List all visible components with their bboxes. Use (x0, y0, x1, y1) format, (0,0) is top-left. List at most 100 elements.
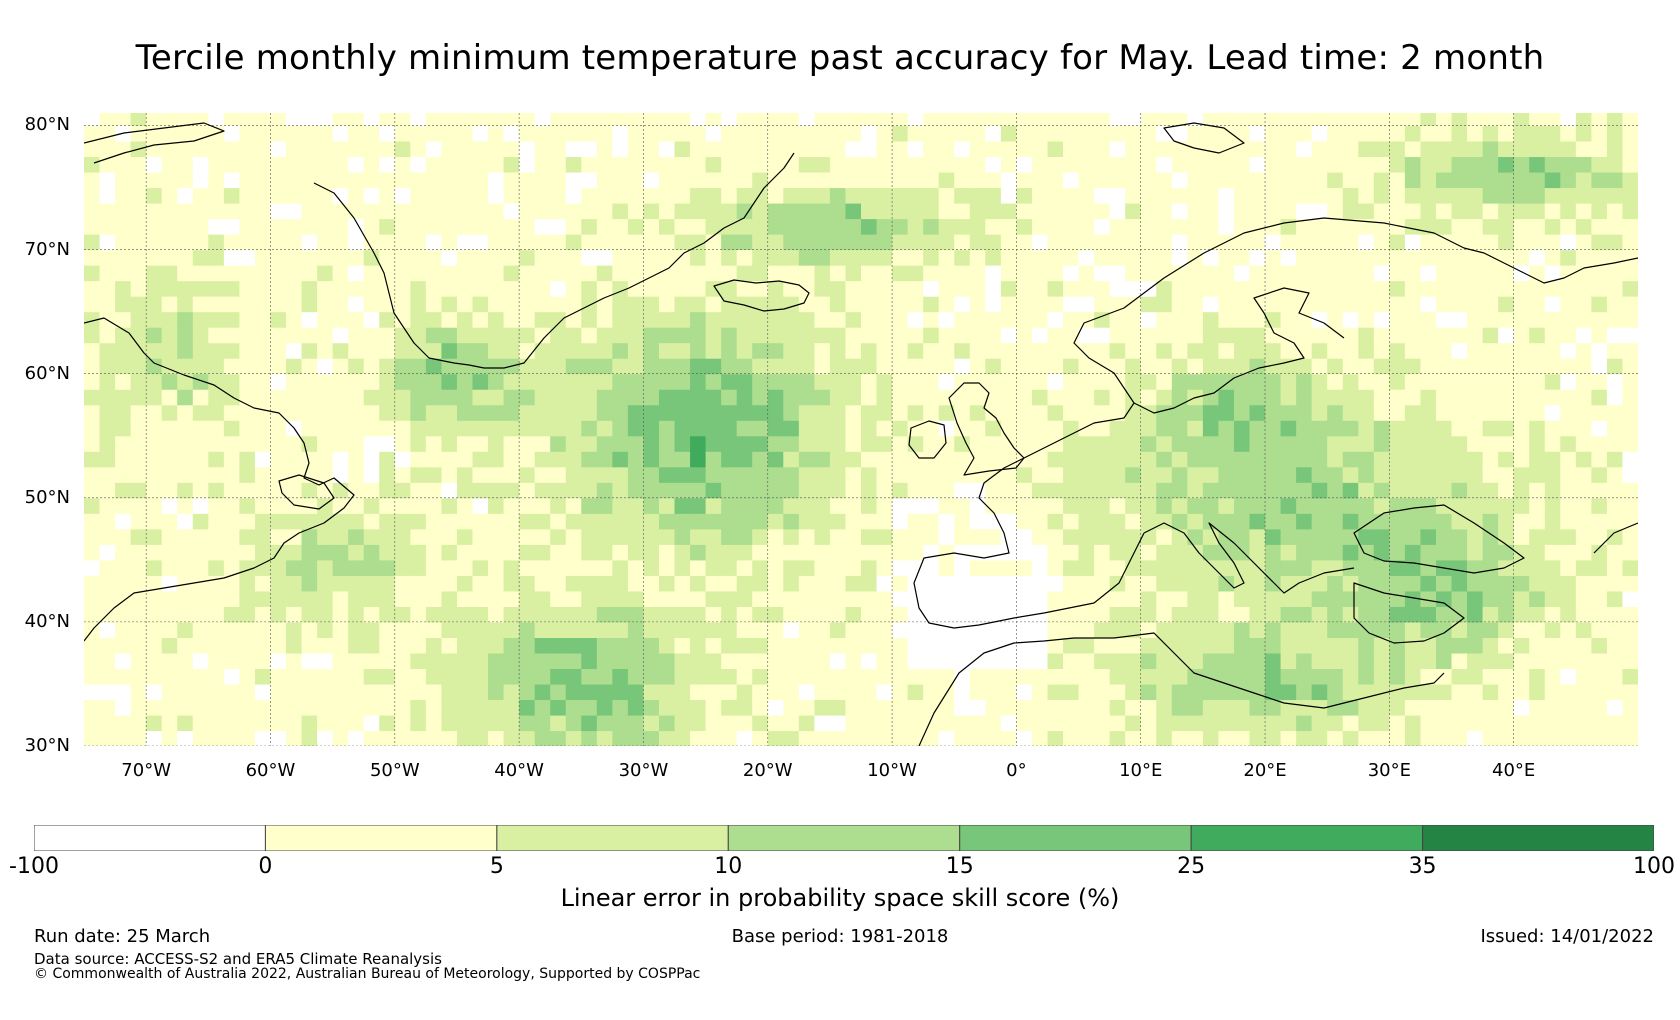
grid-cell (829, 311, 847, 328)
grid-cell (612, 590, 629, 607)
grid-cell (1078, 420, 1095, 437)
grid-cell (332, 683, 349, 701)
grid-cell (425, 404, 443, 421)
grid-cell (177, 497, 194, 514)
grid-cell (317, 652, 334, 670)
grid-cell (627, 637, 645, 654)
grid-cell (115, 575, 132, 592)
grid-cell (1249, 544, 1266, 561)
grid-cell (1000, 637, 1017, 654)
grid-cell (317, 528, 334, 545)
grid-cell (798, 156, 815, 173)
grid-cell (146, 575, 163, 592)
grid-cell (690, 482, 707, 499)
grid-cell (425, 327, 443, 344)
grid-cell (208, 202, 225, 220)
grid-cell (674, 652, 691, 670)
grid-cell (767, 466, 784, 483)
grid-cell (783, 559, 800, 576)
grid-cell (550, 311, 567, 328)
grid-cell (1140, 113, 1157, 127)
grid-cell (239, 265, 256, 282)
grid-cell (1047, 621, 1064, 638)
colorbar-tick-label: 0 (258, 854, 273, 879)
grid-cell (736, 544, 753, 561)
grid-cell (923, 202, 940, 220)
grid-cell (861, 404, 878, 421)
grid-cell (1404, 234, 1422, 251)
grid-cell (923, 420, 940, 437)
grid-cell (456, 171, 474, 189)
grid-cell (254, 420, 272, 437)
grid-cell (1622, 265, 1638, 282)
grid-cell (1280, 637, 1297, 654)
grid-cell (1156, 234, 1173, 251)
grid-cell (969, 389, 986, 406)
grid-cell (1467, 187, 1484, 204)
grid-cell (519, 187, 536, 204)
grid-cell (1218, 265, 1235, 282)
grid-cell (721, 420, 738, 437)
grid-cell (161, 606, 178, 623)
grid-cell (254, 113, 272, 127)
grid-cell (658, 637, 676, 654)
grid-cell (1047, 590, 1064, 607)
grid-cell (286, 668, 303, 685)
grid-cell (425, 575, 443, 592)
grid-cell (1404, 249, 1422, 266)
grid-cell (99, 621, 116, 638)
grid-cell (1296, 187, 1313, 204)
grid-cell (627, 113, 645, 127)
grid-cell (954, 683, 971, 701)
grid-cell (1063, 497, 1080, 514)
grid-cell (1171, 389, 1188, 406)
grid-cell (1016, 280, 1033, 297)
grid-cell (1560, 435, 1577, 452)
grid-cell (1296, 140, 1313, 158)
grid-cell (565, 249, 582, 266)
grid-cell (1435, 420, 1453, 437)
grid-cell (1435, 652, 1453, 670)
grid-cell (1575, 249, 1592, 266)
grid-cell (1498, 420, 1515, 437)
grid-cell (1373, 171, 1390, 189)
grid-cell (161, 513, 178, 530)
grid-cell (907, 668, 924, 685)
grid-cell (410, 668, 427, 685)
grid-cell (84, 280, 101, 297)
grid-cell (658, 606, 676, 623)
grid-cell (1482, 311, 1499, 328)
grid-cell (348, 637, 365, 654)
grid-cell (534, 513, 551, 530)
grid-cell (721, 699, 738, 716)
grid-cell (394, 528, 411, 545)
grid-cell (1311, 637, 1328, 654)
grid-cell (736, 249, 753, 266)
grid-cell (690, 621, 707, 638)
grid-cell (876, 296, 893, 313)
grid-cell (1187, 373, 1204, 390)
grid-cell (612, 668, 629, 685)
grid-cell (596, 590, 613, 607)
grid-cell (410, 714, 427, 732)
grid-cell (1529, 637, 1546, 654)
grid-cell (690, 327, 707, 344)
grid-cell (1529, 171, 1546, 189)
grid-cell (1078, 528, 1095, 545)
grid-cell (1016, 249, 1033, 266)
grid-cell (1358, 358, 1375, 375)
grid-cell (208, 249, 225, 266)
grid-cell (1171, 575, 1188, 592)
grid-cell (1420, 652, 1437, 670)
grid-cell (161, 280, 178, 297)
grid-cell (99, 699, 116, 716)
grid-cell (705, 265, 722, 282)
grid-cell (363, 528, 380, 545)
grid-cell (534, 327, 551, 344)
skill-score-grid (84, 113, 1638, 746)
grid-cell (1031, 140, 1049, 158)
grid-cell (1622, 125, 1638, 142)
grid-cell (954, 202, 971, 220)
grid-cell (363, 575, 380, 592)
grid-cell (1265, 714, 1282, 732)
